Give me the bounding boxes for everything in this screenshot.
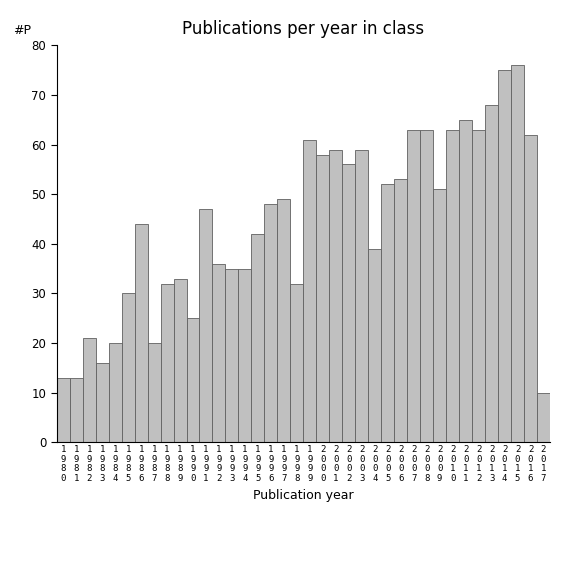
Bar: [356, 150, 368, 442]
Bar: [290, 284, 303, 442]
Bar: [96, 363, 109, 442]
Bar: [498, 70, 511, 442]
Bar: [342, 164, 356, 442]
Bar: [83, 338, 96, 442]
Bar: [459, 120, 472, 442]
X-axis label: Publication year: Publication year: [253, 489, 354, 502]
Bar: [407, 130, 420, 442]
Bar: [70, 378, 83, 442]
Bar: [511, 65, 524, 442]
Y-axis label: #P: #P: [13, 24, 31, 37]
Bar: [472, 130, 485, 442]
Bar: [433, 189, 446, 442]
Bar: [226, 269, 239, 442]
Bar: [109, 343, 121, 442]
Bar: [537, 393, 550, 442]
Bar: [200, 209, 213, 442]
Bar: [368, 249, 381, 442]
Bar: [134, 224, 147, 442]
Bar: [251, 234, 264, 442]
Bar: [160, 284, 174, 442]
Bar: [277, 199, 290, 442]
Bar: [420, 130, 433, 442]
Bar: [446, 130, 459, 442]
Bar: [303, 139, 316, 442]
Bar: [57, 378, 70, 442]
Bar: [485, 105, 498, 442]
Title: Publications per year in class: Publications per year in class: [182, 20, 425, 38]
Bar: [264, 204, 277, 442]
Bar: [239, 269, 251, 442]
Bar: [329, 150, 342, 442]
Bar: [147, 343, 160, 442]
Bar: [394, 179, 407, 442]
Bar: [187, 318, 200, 442]
Bar: [213, 264, 226, 442]
Bar: [381, 184, 394, 442]
Bar: [121, 294, 134, 442]
Bar: [174, 278, 187, 442]
Bar: [316, 155, 329, 442]
Bar: [524, 135, 537, 442]
